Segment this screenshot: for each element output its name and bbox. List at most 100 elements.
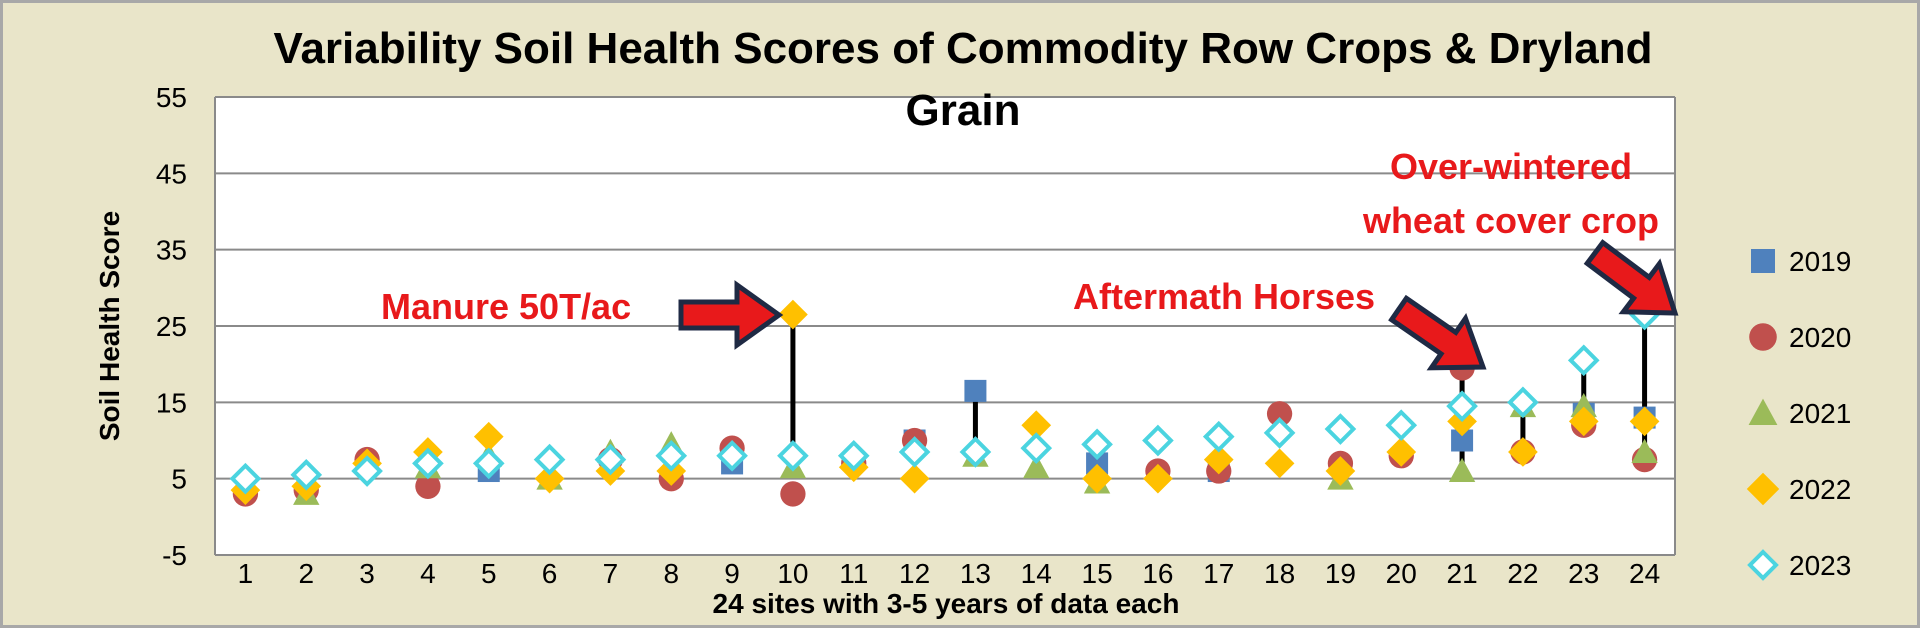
x-tick-label: 11 (839, 558, 868, 589)
y-tick-label: 15 (156, 387, 187, 418)
x-axis-label: 24 sites with 3-5 years of data each (713, 588, 1180, 619)
x-tick-label: 7 (603, 558, 619, 589)
point-2019-site-21 (1451, 429, 1474, 452)
point-2022-site-24 (1629, 406, 1660, 437)
x-tick-label: 5 (481, 558, 497, 589)
point-2023-site-8 (655, 439, 688, 472)
point-2023-site-21 (1446, 390, 1478, 422)
x-tick-label: 6 (542, 558, 558, 589)
point-2021-site-14 (1023, 454, 1050, 479)
point-2023-site-1 (229, 462, 262, 495)
y-tick-label: 35 (156, 235, 187, 266)
annotation-arrows (678, 239, 1679, 371)
x-tick-label: 16 (1142, 558, 1173, 589)
point-2023-site-6 (533, 443, 566, 476)
x-tick-label: 13 (960, 558, 991, 589)
point-2022-site-22 (1508, 437, 1538, 467)
x-tick-label: 24 (1629, 558, 1660, 589)
y-axis-label: Soil Health Score (94, 211, 125, 441)
point-2022-site-16 (1143, 463, 1173, 494)
point-2023-site-7 (594, 443, 627, 476)
x-tick-label: 2 (298, 558, 314, 589)
point-2023-site-11 (837, 439, 870, 472)
x-tick-label: 10 (777, 558, 808, 589)
legend-label-2020: 2020 (1789, 322, 1851, 353)
legend-marker-2019 (1751, 249, 1775, 273)
data-points (229, 298, 1661, 507)
point-2023-site-4 (412, 447, 444, 480)
annotation-text: wheat cover crop (1362, 200, 1659, 241)
point-2023-site-22 (1507, 386, 1539, 419)
point-2023-site-13 (959, 436, 992, 468)
annotations: Manure 50T/ac Aftermath Horses Over-winter… (381, 146, 1659, 327)
legend-marker-2023 (1747, 549, 1779, 581)
x-tick-labels: 1 2 3 4 5 6 7 8 9 10 11 12 13 14 15 16 17 18 19 20 21 22 23 24 (238, 558, 1661, 589)
legend-label-2019: 2019 (1789, 246, 1851, 277)
annotation-text: Over-wintered (1390, 146, 1632, 187)
point-2019-site-15 (1086, 452, 1109, 475)
point-2023-site-19 (1324, 413, 1357, 445)
x-tick-label: 19 (1325, 558, 1356, 589)
x-tick-label: 9 (724, 558, 740, 589)
point-2021-site-24 (1631, 438, 1658, 463)
y-tick-label: 5 (171, 464, 187, 495)
y-tick-label: 45 (156, 158, 187, 189)
point-2023-site-5 (472, 447, 505, 480)
x-tick-label: 15 (1082, 558, 1113, 589)
point-2022-site-18 (1264, 448, 1295, 479)
point-2022-site-5 (473, 421, 504, 452)
point-2023-site-14 (1020, 432, 1053, 464)
legend-marker-2021 (1748, 398, 1778, 425)
point-2023-site-10 (777, 439, 809, 472)
annotation-text: Aftermath Horses (1073, 276, 1375, 317)
point-2022-site-15 (1082, 463, 1112, 494)
y-tick-label: -5 (162, 540, 187, 571)
legend-label-2022: 2022 (1789, 474, 1851, 505)
point-2023-site-20 (1385, 409, 1418, 442)
y-tick-label: 25 (156, 311, 187, 342)
x-tick-label: 22 (1507, 558, 1538, 589)
point-2023-site-17 (1202, 420, 1235, 453)
x-tick-label: 17 (1203, 558, 1234, 589)
point-2022-site-19 (1325, 456, 1356, 486)
gridlines (214, 96, 1676, 556)
point-2021-site-23 (1570, 392, 1597, 418)
point-2023-site-2 (290, 459, 323, 491)
point-2023-site-15 (1081, 428, 1113, 461)
point-2023-site-9 (716, 439, 748, 472)
point-2023-site-16 (1142, 424, 1174, 457)
point-2020-site-18 (1266, 401, 1293, 427)
point-2020-site-10 (780, 481, 806, 507)
annotation-text: Manure 50T/ac (381, 286, 631, 327)
x-tick-label: 18 (1264, 558, 1295, 589)
x-tick-label: 21 (1447, 558, 1478, 589)
point-2023-site-18 (1263, 417, 1296, 449)
point-2023-site-3 (351, 455, 383, 487)
point-2020-site-4 (415, 473, 441, 499)
x-tick-label: 14 (1021, 558, 1052, 589)
y-tick-labels: -5 5 15 25 35 45 55 (156, 82, 187, 571)
arrow-manure (678, 280, 784, 350)
x-tick-label: 3 (359, 558, 375, 589)
x-tick-label: 1 (238, 558, 254, 589)
chart-title-line-2: Grain (906, 86, 1021, 135)
legend-marker-2020 (1749, 323, 1777, 351)
point-2022-site-23 (1568, 406, 1599, 437)
arrow-aftermath-horses (1388, 294, 1487, 371)
point-2022-site-14 (1021, 410, 1052, 441)
x-tick-label: 23 (1568, 558, 1599, 589)
legend-label-2023: 2023 (1789, 550, 1851, 581)
x-tick-label: 20 (1386, 558, 1417, 589)
point-2022-site-17 (1203, 444, 1234, 475)
legend: 2019 2020 2021 2022 2023 (1746, 246, 1851, 581)
legend-label-2021: 2021 (1789, 398, 1851, 429)
point-2022-site-10 (778, 299, 808, 330)
arrow-over-wintered (1583, 239, 1679, 316)
point-2023-site-12 (898, 436, 931, 468)
point-2021-site-21 (1448, 457, 1476, 483)
point-2023-site-23 (1567, 344, 1600, 377)
legend-marker-2022 (1746, 472, 1780, 506)
point-2022-site-12 (899, 463, 930, 494)
